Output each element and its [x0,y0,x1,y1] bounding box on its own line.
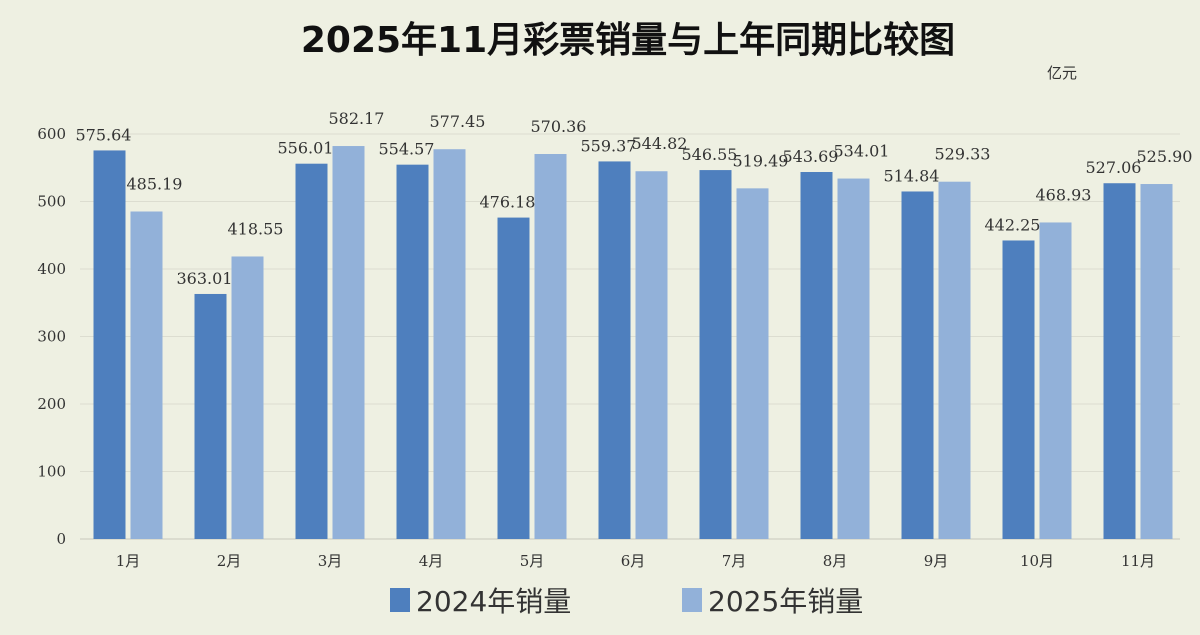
bar-2025 [736,188,769,540]
bar-2024 [901,191,934,539]
data-label: 514.84 [884,166,940,185]
x-tick-label: 8月 [823,552,848,570]
x-tick-label: 9月 [924,552,949,570]
bar-2024 [1002,240,1035,539]
bar-2024 [598,161,631,540]
bar-2024 [1103,183,1136,539]
x-tick-label: 7月 [722,552,747,570]
data-label: 363.01 [177,269,233,288]
legend-label: 2024年销量 [416,585,571,618]
bar-2025 [1039,222,1072,540]
bar-2024 [800,172,833,539]
y-tick-label: 0 [56,530,66,548]
data-label: 556.01 [278,139,334,158]
data-label: 527.06 [1086,158,1142,177]
data-label: 559.37 [581,136,637,155]
data-label: 525.90 [1137,147,1193,166]
x-tick-label: 11月 [1121,552,1155,570]
x-tick-label: 1月 [116,552,141,570]
y-tick-label: 500 [37,193,66,211]
bar-2024 [396,164,429,539]
y-tick-label: 600 [37,125,66,143]
data-label: 554.57 [379,140,435,159]
bar-2025 [534,154,567,539]
data-label: 544.82 [632,134,688,153]
data-label: 570.36 [531,117,587,136]
x-tick-label: 3月 [318,552,343,570]
x-tick-label: 4月 [419,552,444,570]
x-tick-label: 5月 [520,552,545,570]
data-label: 582.17 [329,109,385,128]
data-label: 418.55 [228,219,284,238]
x-tick-label: 2月 [217,552,242,570]
data-label: 476.18 [480,193,536,212]
bar-2025 [1140,184,1173,539]
unit-label: 亿元 [1047,64,1077,82]
data-label: 485.19 [127,174,183,193]
data-label: 546.55 [682,145,738,164]
bar-2024 [699,170,732,540]
y-tick-label: 200 [37,395,66,413]
data-label: 577.45 [430,112,486,131]
y-tick-label: 300 [37,328,66,346]
data-label: 519.49 [733,151,789,170]
legend-label: 2025年销量 [708,585,863,618]
bar-2024 [93,150,126,539]
data-label: 575.64 [76,125,132,144]
bar-2025 [332,146,365,539]
bar-2024 [497,217,530,540]
data-label: 442.25 [985,215,1041,234]
bar-2025 [130,211,163,539]
chart-title: 2025年11月彩票销量与上年同期比较图 [301,20,955,61]
bar-2024 [295,163,328,540]
y-tick-label: 100 [37,463,66,481]
bar-2025 [231,256,264,539]
legend-swatch [682,588,702,612]
bar-2025 [635,171,668,539]
bar-2024 [194,293,227,539]
data-label: 468.93 [1036,185,1092,204]
legend-swatch [390,588,410,612]
bar-2025 [433,149,466,539]
data-label: 534.01 [834,142,890,161]
bar-2025 [938,181,971,539]
bar-2025 [837,178,870,539]
y-tick-label: 400 [37,260,66,278]
x-tick-label: 10月 [1020,552,1054,570]
x-tick-label: 6月 [621,552,646,570]
data-label: 529.33 [935,145,991,164]
data-label: 543.69 [783,147,839,166]
